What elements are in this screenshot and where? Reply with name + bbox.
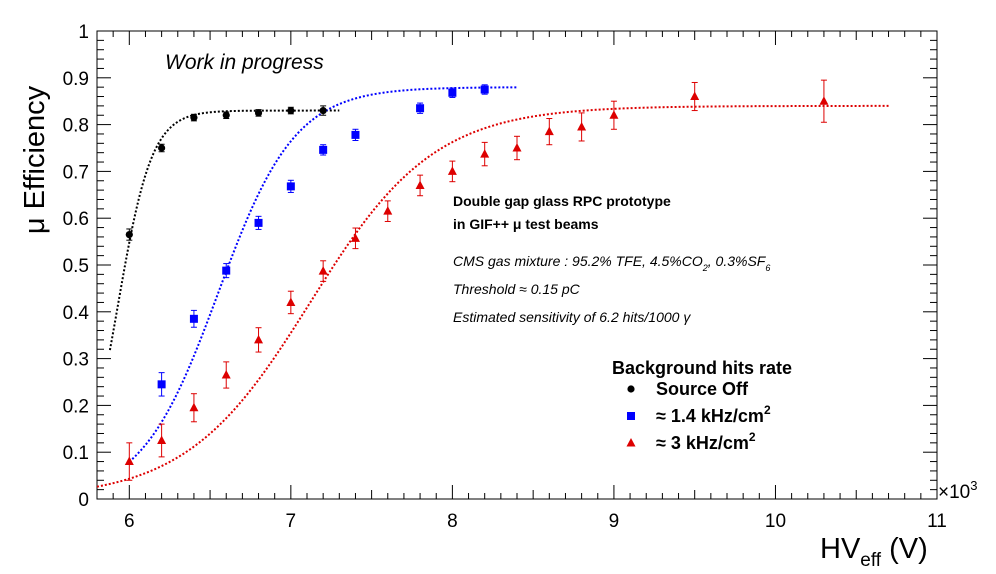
x-tick-label: 7	[286, 511, 297, 532]
axes: 6 7 8 9 10 11 0 0.1 0.2 0.3 0.4 0.5 0.6 0.7 0.8 0.9 1	[63, 22, 947, 532]
y-tick-label: 1	[78, 22, 89, 43]
gas-sub1: 2	[702, 263, 708, 273]
data-point	[480, 85, 489, 94]
data-point	[480, 149, 490, 158]
x-multiplier-exp: 3	[970, 478, 977, 493]
data-point	[350, 233, 360, 242]
legend-label-sup: 2	[749, 430, 756, 444]
y-tick-label: 0.3	[63, 350, 89, 371]
x-multiplier: ×103	[938, 478, 977, 503]
data-point	[222, 111, 230, 119]
data-point	[286, 182, 295, 191]
data-point	[819, 96, 829, 105]
data-point	[512, 143, 522, 152]
data-point	[222, 266, 231, 275]
data-points	[124, 79, 829, 481]
data-point	[319, 145, 328, 154]
gas-prefix: CMS gas mixture : 95.2% TFE, 4.5%CO	[453, 253, 703, 269]
annotation-title-line2: in GIF++ μ test beams	[453, 216, 599, 232]
legend-entries: Source Off≈ 1.4 kHz/cm2≈ 3 kHz/cm2	[626, 379, 771, 453]
y-tick-label: 0.7	[63, 162, 89, 183]
x-tick-label: 6	[124, 511, 135, 532]
x-tick-label: 11	[927, 511, 947, 532]
gas-mid: , 0.3%SF	[708, 253, 767, 269]
legend-label: ≈ 3 kHz/cm2	[656, 430, 756, 453]
data-point	[157, 380, 166, 389]
data-point	[254, 109, 263, 117]
annotation-gas-mixture: CMS gas mixture : 95.2% TFE, 4.5%CO2, 0.…	[453, 253, 770, 273]
x-tick-label: 10	[765, 511, 786, 532]
legend-marker	[627, 385, 635, 393]
y-tick-label: 0.1	[63, 443, 89, 464]
y-tick-label: 0.6	[63, 209, 89, 230]
y-tick-label: 0.8	[63, 116, 89, 137]
x-axis-title-main: HV	[820, 533, 861, 565]
data-point	[157, 435, 167, 444]
data-point	[124, 456, 134, 466]
data-point	[690, 91, 700, 101]
legend-label-text: ≈ 3 kHz/cm	[656, 433, 749, 453]
legend-label-sup: 2	[764, 403, 771, 417]
data-point	[544, 126, 554, 136]
data-point	[383, 206, 393, 215]
y-tick-label: 0.5	[63, 256, 89, 277]
legend-label-text: Source Off	[656, 379, 749, 399]
data-point	[415, 180, 425, 189]
legend-label: Source Off	[656, 379, 749, 399]
data-point	[189, 402, 199, 412]
data-point	[190, 113, 198, 122]
x-tick-label: 8	[447, 511, 458, 532]
y-tick-label: 0.2	[63, 396, 89, 417]
fit-curve	[96, 104, 889, 488]
y-tick-label: 0	[78, 490, 89, 511]
data-point	[254, 334, 264, 344]
data-point	[609, 110, 619, 119]
data-point	[577, 121, 587, 131]
legend-label: ≈ 1.4 kHz/cm2	[656, 403, 771, 426]
data-point	[319, 106, 327, 115]
data-point	[351, 130, 360, 139]
data-point	[448, 88, 457, 97]
legend: Background hits rate Source Off ≈ 1.4 kHz…	[612, 358, 792, 453]
y-axis-title: μ Efficiency	[19, 85, 51, 234]
legend-marker	[626, 438, 636, 447]
legend-label-text: ≈ 1.4 kHz/cm	[656, 406, 764, 426]
data-point	[416, 104, 425, 113]
annotation-sensitivity: Estimated sensitivity of 6.2 hits/1000 γ	[453, 309, 691, 325]
x-axis-title: HVeff (V)	[820, 533, 928, 571]
work-in-progress-label: Work in progress	[165, 51, 324, 74]
x-axis-title-unit: (V)	[881, 533, 928, 565]
x-axis-title-sub: eff	[860, 550, 882, 571]
gas-sub2: 6	[765, 263, 770, 273]
y-tick-label: 0.9	[63, 69, 89, 90]
data-point	[318, 266, 328, 275]
y-tick-label: 0.4	[63, 303, 90, 324]
x-multiplier-base: ×10	[938, 482, 970, 503]
legend-marker	[627, 412, 635, 420]
data-point	[158, 144, 166, 152]
x-tick-label: 9	[609, 511, 620, 532]
data-point	[189, 314, 198, 323]
annotation-title-line1: Double gap glass RPC prototype	[453, 193, 671, 209]
data-point	[254, 218, 263, 227]
data-point	[286, 297, 296, 306]
data-point	[447, 166, 457, 175]
annotation-threshold: Threshold ≈ 0.15 pC	[453, 281, 581, 297]
legend-title: Background hits rate	[612, 358, 792, 378]
fit-curve	[108, 109, 340, 351]
data-point	[125, 230, 133, 239]
data-point	[287, 106, 295, 115]
data-point	[221, 369, 231, 379]
